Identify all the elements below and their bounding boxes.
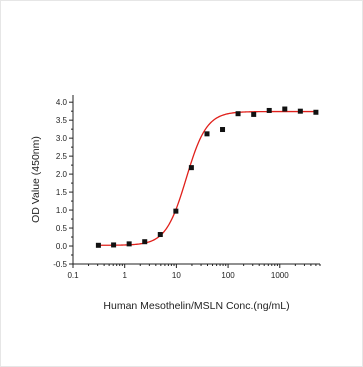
x-tick-label: 1000 <box>271 271 289 280</box>
y-tick-label: 3.0 <box>56 134 68 143</box>
x-tick-label: 1 <box>122 271 127 280</box>
x-tick-label: 10 <box>172 271 181 280</box>
data-point <box>142 239 148 245</box>
x-axis-title: Human Mesothelin/MSLN Conc.(ng/mL) <box>103 300 289 312</box>
data-point <box>220 127 226 133</box>
y-tick-label: -0.5 <box>53 260 67 269</box>
data-point <box>188 165 194 171</box>
y-tick-label: 4.0 <box>56 98 68 107</box>
data-point <box>235 111 241 117</box>
y-tick-label: 2.0 <box>56 170 68 179</box>
data-point <box>157 232 163 238</box>
x-tick-label: 100 <box>221 271 235 280</box>
data-point <box>282 106 288 112</box>
y-axis-title: OD Value (450nm) <box>30 136 42 223</box>
data-point <box>297 108 303 114</box>
data-point <box>313 109 319 115</box>
y-tick-label: 0.0 <box>56 242 68 251</box>
data-point <box>204 131 210 137</box>
y-tick-label: 0.5 <box>56 224 68 233</box>
data-point <box>173 208 179 214</box>
data-point <box>266 107 272 113</box>
y-tick-label: 2.5 <box>56 152 68 161</box>
data-point <box>251 111 257 117</box>
x-tick-label: 0.1 <box>67 271 79 280</box>
data-point <box>111 242 117 248</box>
data-points-group <box>95 106 319 248</box>
fit-curve <box>97 110 316 246</box>
axes: -0.5 0.0 0.5 1.0 1.5 2.0 2.5 3.0 3.5 4.0 0.1 1 10 100… <box>53 95 321 280</box>
fit-curve-group <box>97 110 316 246</box>
y-tick-label: 1.0 <box>56 206 68 215</box>
y-tick-label: 3.5 <box>56 116 68 125</box>
data-point <box>95 242 101 248</box>
data-point <box>126 241 132 247</box>
y-tick-label: 1.5 <box>56 188 68 197</box>
